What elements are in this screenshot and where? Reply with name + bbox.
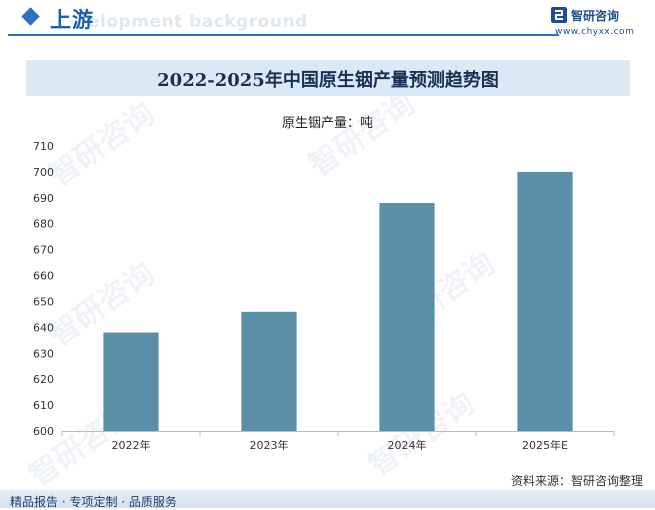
y-tick-label: 660 <box>33 270 54 283</box>
bar <box>379 203 435 431</box>
y-tick-label: 670 <box>33 244 54 257</box>
y-tick-label: 600 <box>33 425 54 438</box>
y-tick-label: 680 <box>33 218 54 231</box>
footer-background <box>0 490 655 508</box>
y-tick-label: 620 <box>33 373 54 386</box>
x-tick-label: 2024年 <box>388 438 427 452</box>
logo: 智研咨询 www.chyxx.com <box>551 6 637 42</box>
y-tick-label: 690 <box>33 192 54 205</box>
bar <box>241 311 297 431</box>
series-caption: 原生铟产量：吨 <box>281 116 373 131</box>
logo-url: www.chyxx.com <box>555 27 635 37</box>
x-tick-label: 2022年 <box>112 438 151 452</box>
y-tick-label: 710 <box>33 140 54 153</box>
chart-title-band: 2022-2025年中国原生铟产量预测趋势图 <box>26 60 630 96</box>
y-tick-label: 610 <box>33 399 54 412</box>
section-title: 上游 <box>50 8 94 32</box>
x-tick-label: 2023年 <box>250 438 289 452</box>
y-tick-label: 640 <box>33 321 54 334</box>
header-divider <box>8 34 559 36</box>
logo-name: 智研咨询 <box>571 9 620 23</box>
y-tick-label: 700 <box>33 166 54 179</box>
bar <box>517 171 573 431</box>
source-note: 资料来源：智研咨询整理 <box>510 474 643 488</box>
x-tick-label: 2025年E <box>522 438 568 452</box>
footer-band: 精品报告 · 专项定制 · 品质服务 <box>0 482 655 509</box>
y-tick-label: 630 <box>33 347 54 360</box>
footer-tagline: 精品报告 · 专项定制 · 品质服务 <box>10 495 177 509</box>
bar <box>103 332 159 431</box>
header: elopment background 上游 智研咨询 www.chyxx.co… <box>0 0 655 44</box>
y-tick-label: 650 <box>33 295 54 308</box>
chart-title: 2022-2025年中国原生铟产量预测趋势图 <box>157 70 499 91</box>
logo-mark-icon <box>551 7 567 23</box>
header-background-text: elopment background <box>88 12 308 32</box>
